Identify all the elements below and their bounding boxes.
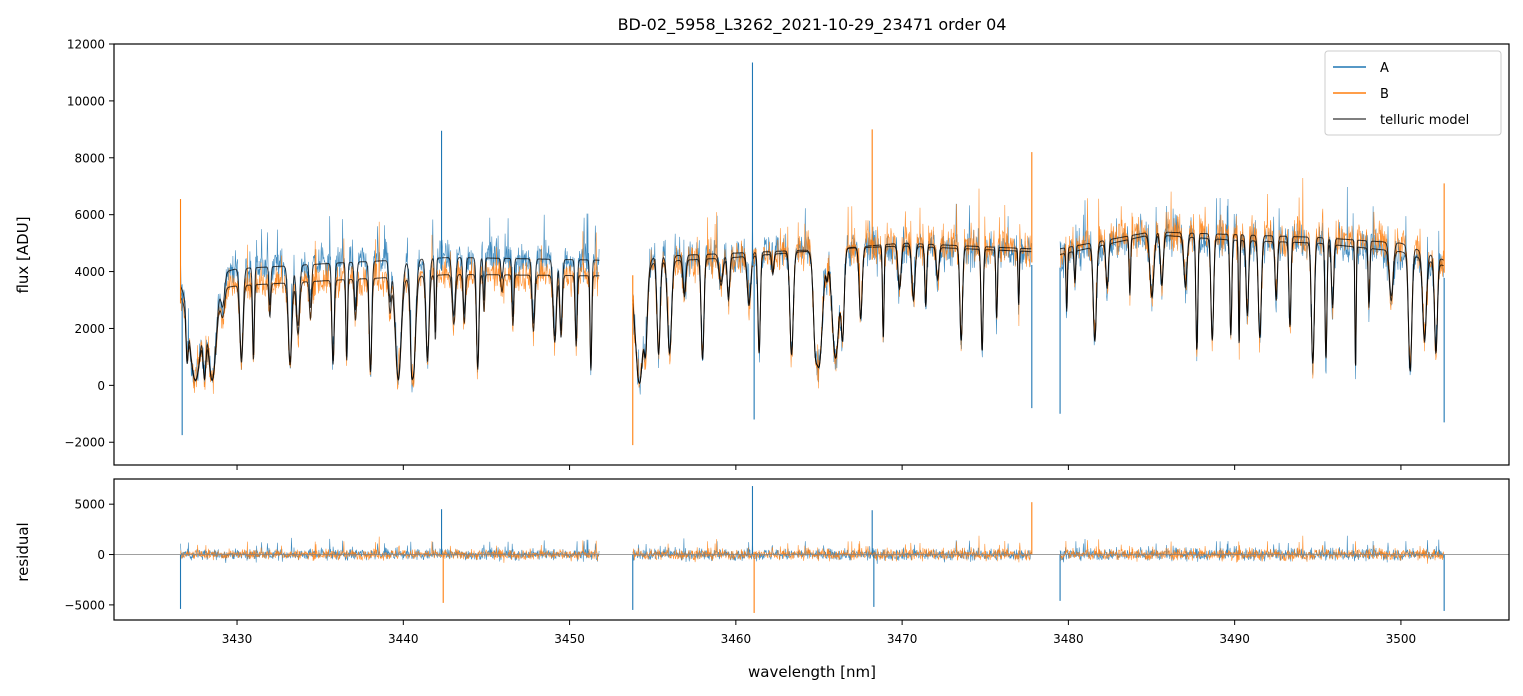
flux-series-b-segment-1 <box>180 221 600 394</box>
x-tick-label: 3490 <box>1219 632 1250 646</box>
y-tick-label: 5000 <box>74 498 105 512</box>
x-tick-label: 3460 <box>721 632 752 646</box>
x-tick-label: 3440 <box>388 632 419 646</box>
y-tick-label: 2000 <box>74 322 105 336</box>
residual-series-b-segment-3 <box>1059 535 1444 564</box>
y-tick-label: 6000 <box>74 208 105 222</box>
x-tick-label: 3500 <box>1386 632 1417 646</box>
residual-axes-frame <box>113 478 1510 621</box>
flux-y-label: flux [ADU] <box>14 216 32 293</box>
x-tick-label: 3480 <box>1053 632 1084 646</box>
residual-x-ticks: 3430 3440 3450 3460 3470 3480 3490 3500 <box>222 620 1416 646</box>
x-tick-label: 3430 <box>222 632 253 646</box>
legend-label-b: B <box>1380 87 1389 102</box>
y-tick-label: 0 <box>97 379 105 393</box>
residual-y-label: residual <box>14 522 32 581</box>
flux-axes-frame <box>113 43 1510 466</box>
flux-series-group <box>179 62 1445 446</box>
telluric-model-a-segment-3 <box>1059 235 1445 372</box>
y-tick-label: 10000 <box>67 94 105 108</box>
telluric-model-b-segment-1 <box>180 273 600 382</box>
legend: A B telluric model <box>1324 50 1502 136</box>
flux-y-ticks: −2000 0 2000 4000 6000 8000 10000 12000 <box>64 38 114 450</box>
residual-y-ticks: −5000 0 5000 <box>64 498 114 612</box>
y-tick-label: −2000 <box>64 436 105 450</box>
x-tick-label: 3450 <box>554 632 585 646</box>
residual-series-b-segment-1 <box>180 536 600 563</box>
legend-label-telluric: telluric model <box>1380 113 1469 128</box>
legend-label-a: A <box>1380 61 1389 76</box>
y-tick-label: 0 <box>97 548 105 562</box>
x-axis-label: wavelength [nm] <box>748 663 876 681</box>
telluric-model-a-segment-1 <box>180 256 600 381</box>
residual-series-group <box>114 486 1509 613</box>
y-tick-label: −5000 <box>64 598 105 612</box>
telluric-model-b-segment-3 <box>1059 231 1445 371</box>
flux-panel: −2000 0 2000 4000 6000 8000 10000 12000 flux [A… <box>14 38 1510 470</box>
y-tick-label: 4000 <box>74 265 105 279</box>
legend-box <box>1324 50 1502 136</box>
flux-x-ticks <box>236 465 1402 470</box>
chart-title: BD-02_5958_L3262_2021-10-29_23471 order … <box>618 15 1007 35</box>
x-tick-label: 3470 <box>887 632 918 646</box>
y-tick-label: 12000 <box>67 38 105 52</box>
telluric-model-b-segment-2 <box>632 242 1032 385</box>
flux-series-b-segment-3 <box>1059 177 1444 379</box>
y-tick-label: 8000 <box>74 151 105 165</box>
